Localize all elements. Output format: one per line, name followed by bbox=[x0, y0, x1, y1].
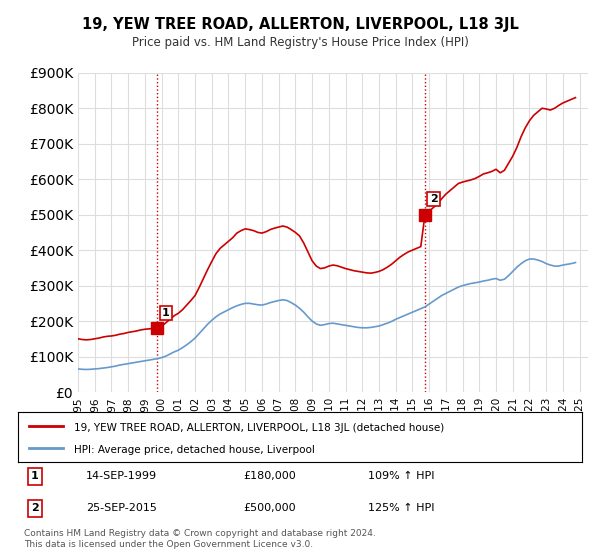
Text: 125% ↑ HPI: 125% ↑ HPI bbox=[368, 503, 434, 514]
Text: 2: 2 bbox=[430, 194, 437, 204]
Text: 1: 1 bbox=[31, 471, 39, 481]
Text: 14-SEP-1999: 14-SEP-1999 bbox=[86, 471, 157, 481]
Text: 1: 1 bbox=[162, 308, 170, 318]
Text: £500,000: £500,000 bbox=[244, 503, 296, 514]
Text: £180,000: £180,000 bbox=[244, 471, 296, 481]
Text: Price paid vs. HM Land Registry's House Price Index (HPI): Price paid vs. HM Land Registry's House … bbox=[131, 36, 469, 49]
Text: 19, YEW TREE ROAD, ALLERTON, LIVERPOOL, L18 3JL (detached house): 19, YEW TREE ROAD, ALLERTON, LIVERPOOL, … bbox=[74, 423, 445, 433]
Text: 109% ↑ HPI: 109% ↑ HPI bbox=[368, 471, 434, 481]
Text: Contains HM Land Registry data © Crown copyright and database right 2024.
This d: Contains HM Land Registry data © Crown c… bbox=[24, 529, 376, 549]
Text: 25-SEP-2015: 25-SEP-2015 bbox=[86, 503, 157, 514]
Text: 19, YEW TREE ROAD, ALLERTON, LIVERPOOL, L18 3JL: 19, YEW TREE ROAD, ALLERTON, LIVERPOOL, … bbox=[82, 17, 518, 32]
Text: HPI: Average price, detached house, Liverpool: HPI: Average price, detached house, Live… bbox=[74, 445, 315, 455]
Text: 2: 2 bbox=[31, 503, 39, 514]
